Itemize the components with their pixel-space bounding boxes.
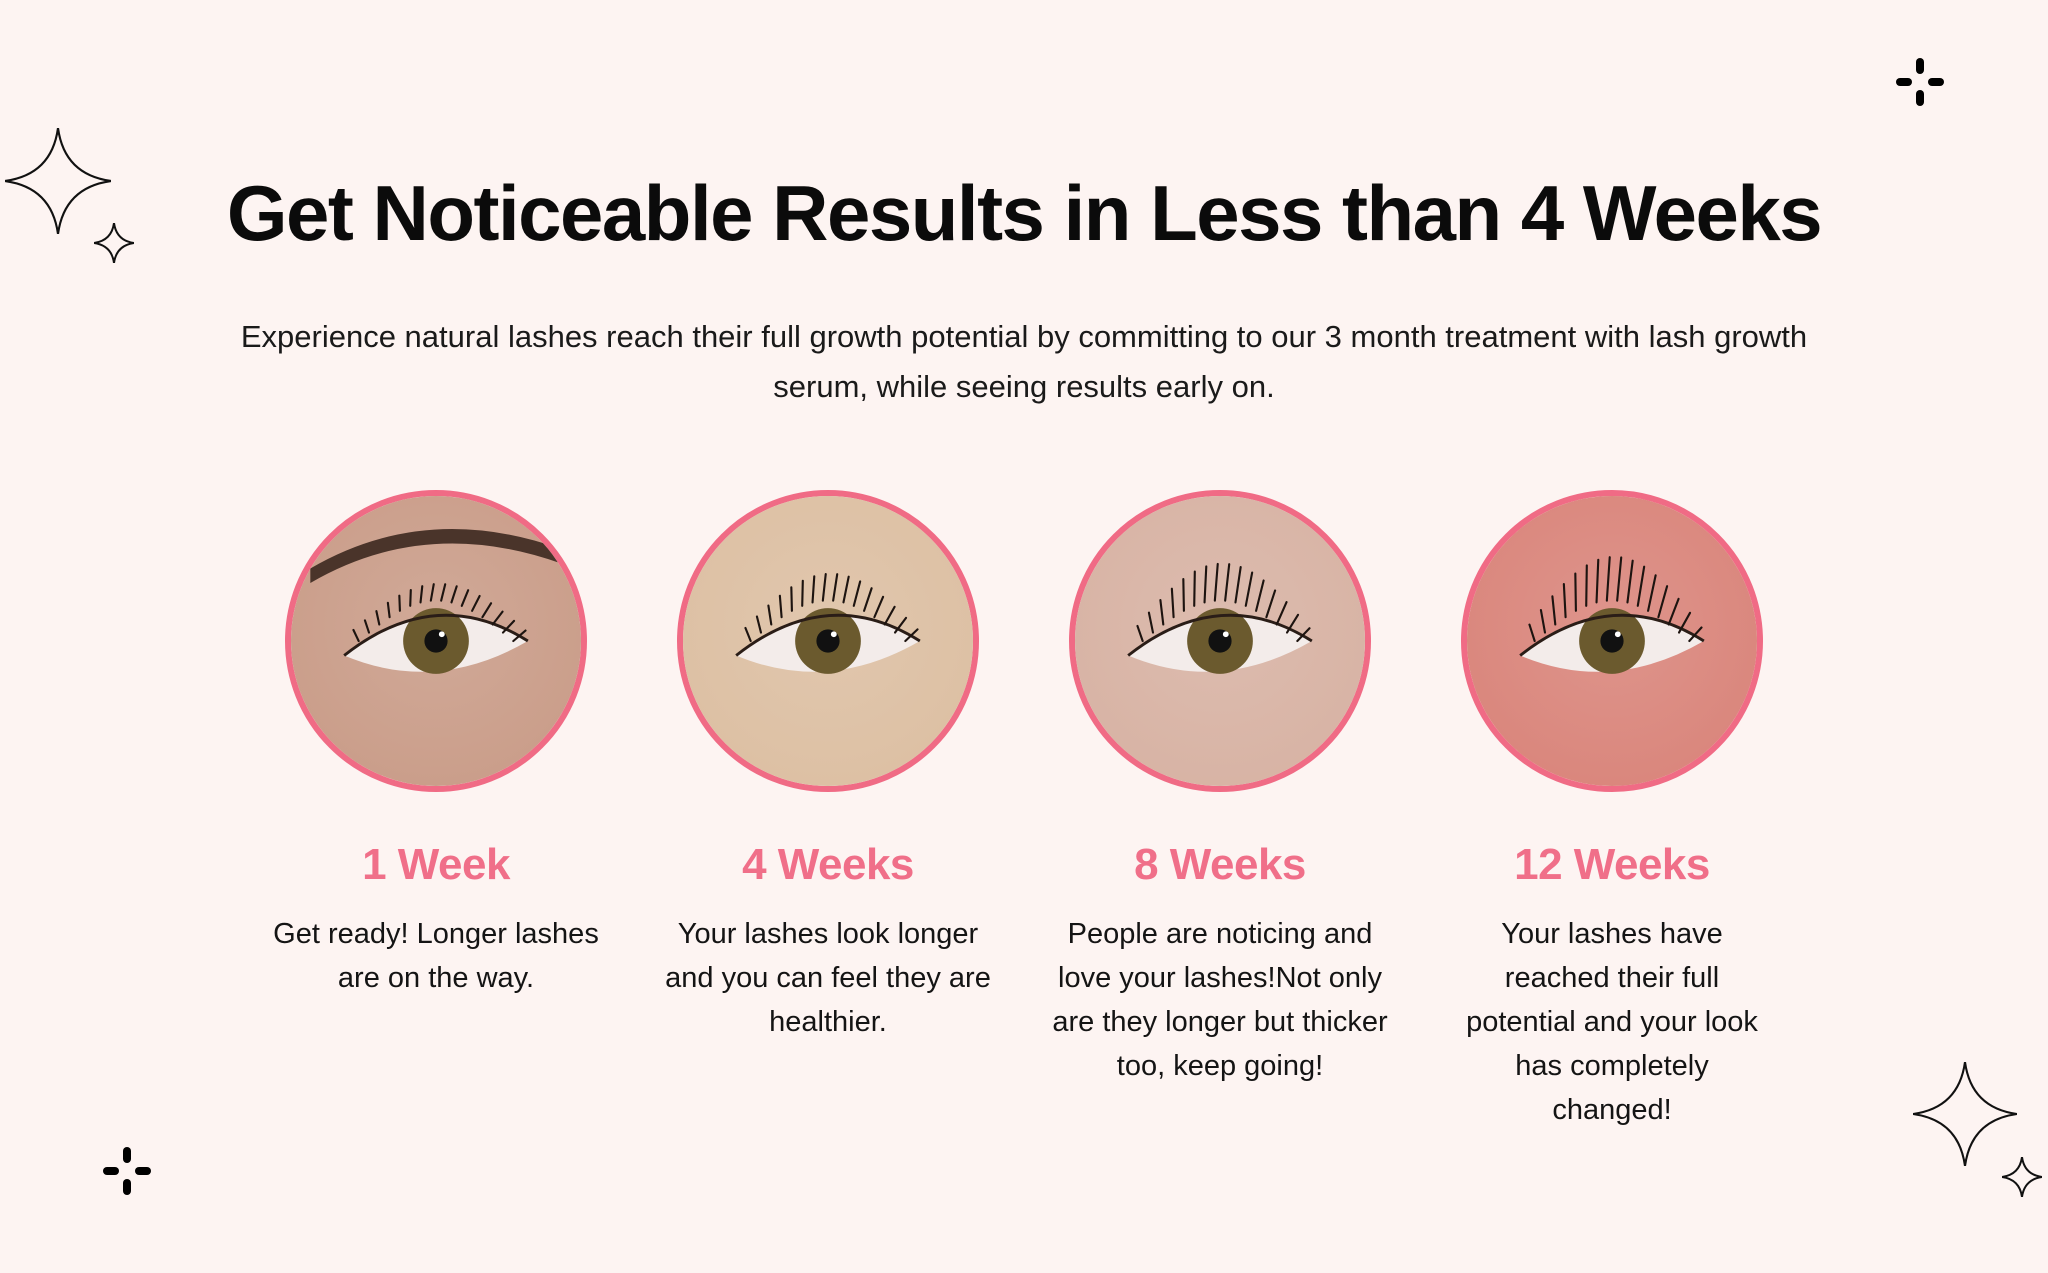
stage-label: 4 Weeks	[742, 840, 914, 889]
eye-photo	[1461, 490, 1763, 792]
eye-photo-week-4	[683, 496, 973, 786]
stage-description: Get ready! Longer lashes are on the way.	[273, 918, 599, 994]
plus-sparkle-icon	[103, 1147, 151, 1195]
sparkle-outline-icon	[2002, 1157, 2042, 1197]
eye-photo-week-8	[1075, 496, 1365, 786]
page-title: Get Noticeable Results in Less than 4 We…	[226, 169, 1823, 257]
sparkle-outline-icon	[1913, 1062, 2017, 1166]
stage-label: 8 Weeks	[1134, 840, 1306, 889]
stage-week-4: 4 Weeks Your lashes look longer and you …	[648, 490, 1008, 1044]
sparkle-outline-icon	[94, 223, 134, 263]
stage-week-12: 12 Weeks Your lashes have reached their …	[1432, 490, 1792, 1132]
stage-week-8: 8 Weeks People are noticing and love you…	[1040, 490, 1400, 1088]
stage-description: People are noticing and love your lashes…	[1052, 918, 1388, 1082]
eye-photo	[285, 490, 587, 792]
stage-week-1: 1 Week Get ready! Longer lashes are on t…	[256, 490, 616, 1000]
eye-photo	[1069, 490, 1371, 792]
eye-photo-week-1	[291, 496, 581, 786]
stage-description: Your lashes have reached their full pote…	[1466, 918, 1758, 1126]
stage-label: 1 Week	[362, 840, 510, 889]
stage-description: Your lashes look longer and you can feel…	[665, 918, 991, 1038]
eye-photo-week-12	[1467, 496, 1757, 786]
eye-photo	[677, 490, 979, 792]
sparkle-outline-icon	[5, 128, 111, 234]
page-subtitle: Experience natural lashes reach their fu…	[240, 319, 1808, 404]
stage-label: 12 Weeks	[1514, 840, 1710, 889]
plus-sparkle-icon	[1896, 58, 1944, 106]
